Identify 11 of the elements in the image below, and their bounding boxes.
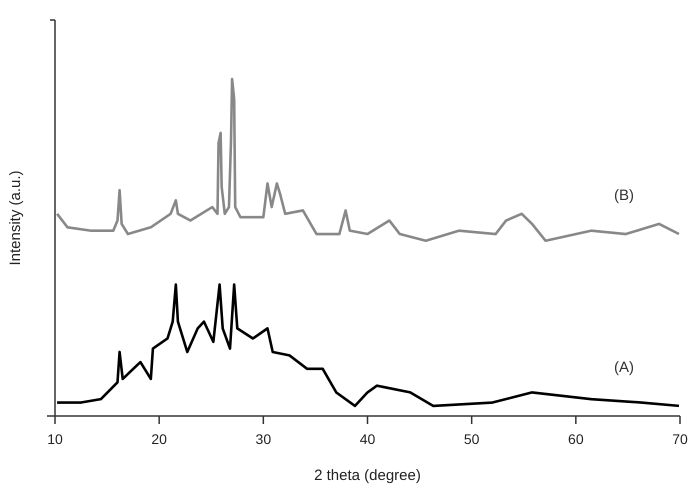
x-tick-label: 50	[464, 431, 480, 447]
x-tick-label: 60	[568, 431, 584, 447]
x-tick-label: 70	[672, 431, 688, 447]
y-axis-title: Intensity (a.u.)	[7, 170, 24, 266]
series-label: (B)	[614, 187, 634, 204]
x-tick-label: 10	[47, 431, 63, 447]
series-label: (A)	[614, 358, 634, 376]
x-tick-label: 20	[151, 431, 168, 447]
x-axis-title: 2 theta (degree)	[314, 467, 421, 484]
x-tick-label: 40	[360, 431, 376, 447]
x-tick-label: 30	[256, 431, 272, 447]
